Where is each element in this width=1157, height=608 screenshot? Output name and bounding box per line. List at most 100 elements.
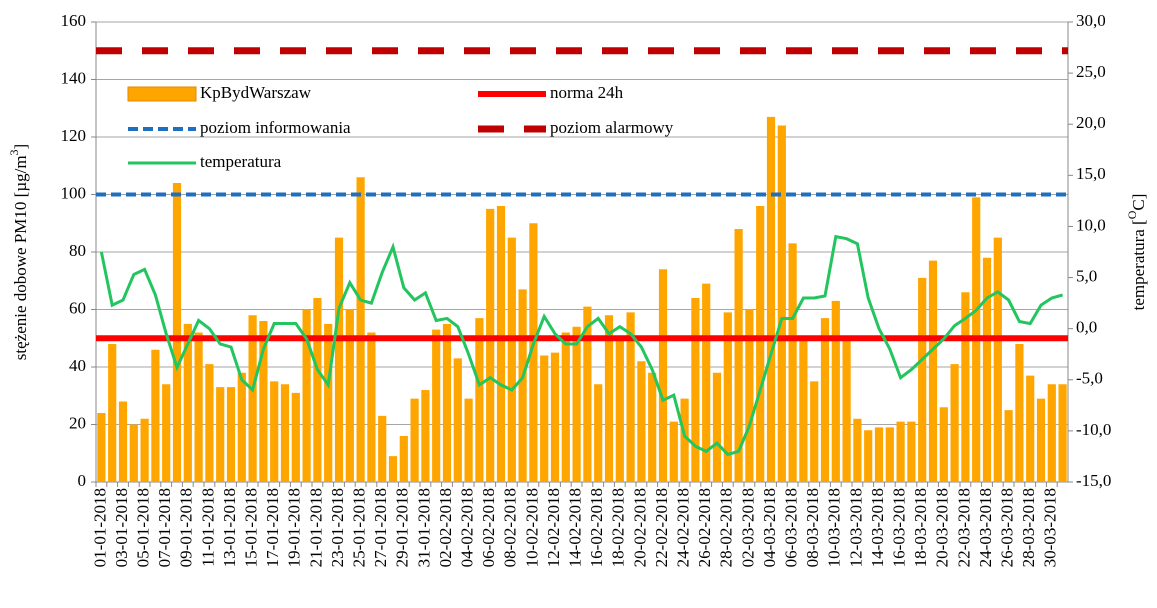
bar (194, 332, 203, 482)
x-tick-label: 29-01-2018 (393, 488, 412, 567)
bar (529, 223, 538, 482)
x-tick-label: 20-02-2018 (630, 488, 649, 567)
bar (680, 398, 689, 482)
y2-label-part: C] (1129, 194, 1148, 211)
bar (399, 436, 408, 482)
bar (410, 398, 419, 482)
x-tick-label: 22-03-2018 (954, 488, 973, 567)
bar (540, 355, 549, 482)
x-tick-label: 06-03-2018 (782, 488, 801, 567)
bar (496, 206, 506, 482)
x-tick-label: 09-01-2018 (177, 488, 196, 567)
x-tick-label: 11-01-2018 (198, 488, 217, 567)
bar (1047, 384, 1056, 482)
x-tick-label: 31-01-2018 (414, 488, 433, 567)
bar (918, 277, 927, 482)
x-tick-label: 04-03-2018 (760, 488, 779, 567)
bar (626, 312, 635, 482)
bar (982, 257, 992, 482)
x-tick-label: 16-03-2018 (890, 488, 909, 567)
bar (864, 430, 873, 482)
bar (302, 309, 311, 482)
bar (658, 269, 668, 482)
y2-tick-label: 15,0 (1076, 164, 1106, 183)
bar (842, 338, 851, 482)
bar (723, 312, 732, 482)
y2-axis-label: temperatura [OC] (1125, 194, 1148, 311)
x-tick-label: 12-02-2018 (544, 488, 563, 567)
bar (421, 390, 430, 482)
bar (853, 418, 862, 482)
bar (518, 289, 527, 482)
bar (896, 421, 905, 482)
y-label-sup: 3 (7, 149, 21, 155)
bar (291, 392, 300, 482)
x-tick-label: 24-02-2018 (674, 488, 693, 567)
x-tick-label: 17-01-2018 (263, 488, 282, 567)
y-tick-label: 120 (61, 126, 87, 145)
x-tick-label: 05-01-2018 (134, 488, 153, 567)
x-tick-label: 02-03-2018 (738, 488, 757, 567)
bar (756, 206, 765, 482)
bar (280, 384, 290, 482)
bar (1058, 384, 1067, 482)
bar (604, 315, 614, 482)
bar (432, 329, 441, 482)
bar (248, 315, 257, 482)
legend-label: norma 24h (550, 83, 624, 102)
bar (345, 309, 354, 482)
bar (572, 326, 581, 482)
bar (378, 415, 387, 482)
bar (151, 349, 160, 482)
bar (118, 401, 128, 482)
legend-label: poziom informowania (200, 118, 351, 137)
bar (550, 352, 560, 482)
bar (324, 323, 333, 482)
x-tick-label: 30-03-2018 (1041, 488, 1060, 567)
bar (259, 321, 268, 482)
bar (453, 358, 462, 482)
y-tick-label: 40 (69, 356, 86, 375)
bar (237, 372, 246, 482)
y2-label-part: temperatura [ (1129, 219, 1148, 310)
bar (820, 318, 830, 482)
bar (388, 456, 398, 482)
bar (97, 413, 106, 482)
bar (734, 229, 743, 482)
legend-label: poziom alarmowy (550, 118, 674, 137)
y2-tick-label: 25,0 (1076, 62, 1106, 81)
x-tick-label: 25-01-2018 (350, 488, 369, 567)
y2-tick-label: 10,0 (1076, 215, 1106, 234)
bar (442, 323, 452, 482)
x-tick-label: 02-02-2018 (436, 488, 455, 567)
bar (745, 309, 754, 482)
bar (1004, 410, 1013, 482)
bar (950, 364, 959, 482)
x-tick-label: 22-02-2018 (652, 488, 671, 567)
x-tick-label: 07-01-2018 (155, 488, 174, 567)
x-tick-label: 27-01-2018 (371, 488, 390, 567)
x-tick-label: 15-01-2018 (242, 488, 261, 567)
bar (907, 421, 916, 482)
bar (486, 208, 495, 482)
bar (993, 237, 1002, 482)
bar (702, 283, 711, 482)
bar (831, 300, 840, 482)
y-axis-label: stężenie dobowe PM10 [µg/m3] (7, 144, 30, 360)
bar (928, 260, 938, 482)
x-tick-label: 16-02-2018 (587, 488, 606, 567)
bar (961, 292, 970, 482)
bar (108, 344, 117, 482)
y2-label-sup: O (1125, 210, 1139, 219)
y-tick-label: 20 (69, 413, 86, 432)
x-tick-label: 19-01-2018 (285, 488, 304, 567)
bar (129, 424, 138, 482)
bar (669, 421, 678, 482)
bar (162, 384, 171, 482)
bar (140, 418, 149, 482)
bar (507, 237, 516, 482)
bar (205, 364, 214, 482)
bar (712, 372, 722, 482)
bar (356, 177, 365, 482)
